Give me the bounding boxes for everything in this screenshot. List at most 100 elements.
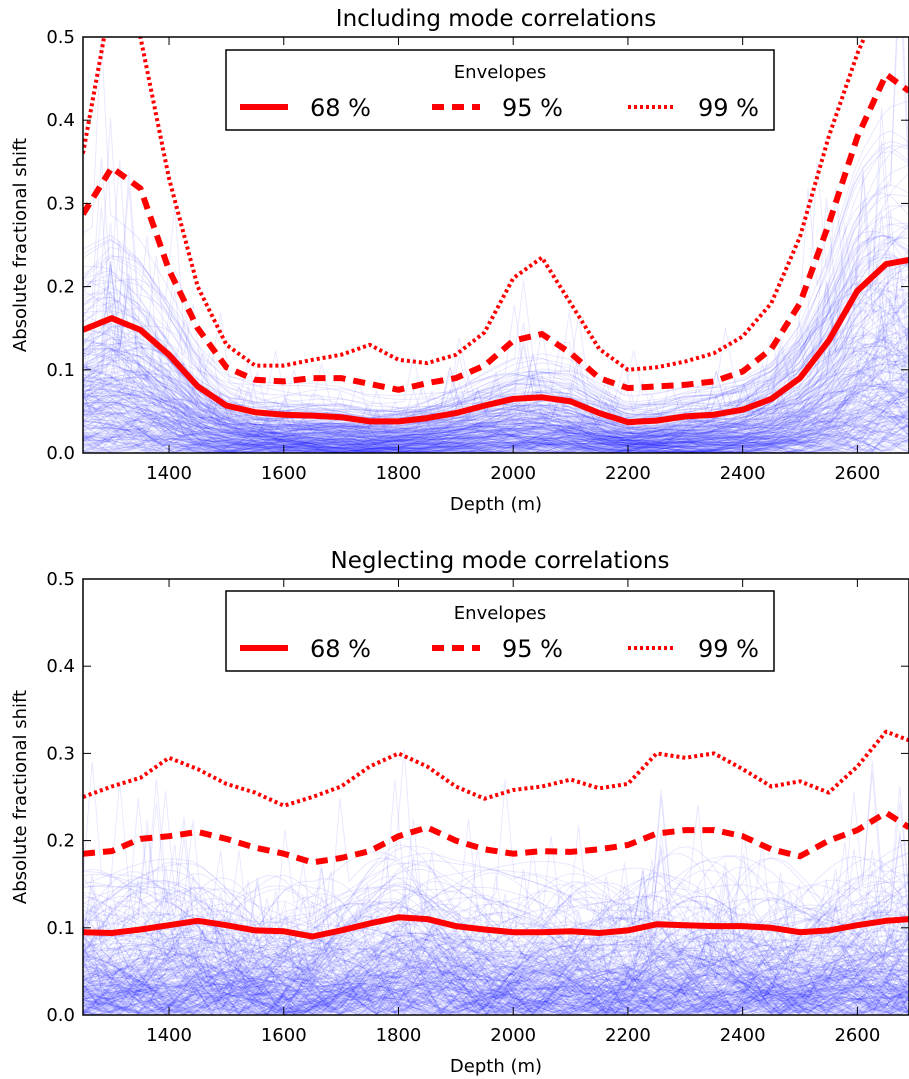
background-curve [83,223,909,453]
chart-panel-including: Including mode correlations 1400 1600 1800… [10,6,909,515]
background-curve [83,412,909,453]
background-curve [83,907,909,1015]
background-curve [83,915,909,1015]
background-curve [83,917,909,1015]
y-tick-label: 0.1 [46,918,75,939]
background-curve [83,957,909,1015]
background-curve [83,323,909,443]
background-curve [83,952,909,1015]
background-curve [83,988,909,1015]
background-curve [83,394,909,453]
x-axis-label: Depth (m) [450,494,542,515]
background-curve [83,277,909,453]
background-curve [83,878,909,1015]
background-curve [83,341,909,422]
background-curve [83,989,909,1015]
background-curve [83,350,909,453]
background-curve [83,933,909,1015]
background-curve [83,912,909,1015]
background-curve [83,415,909,453]
background-curve [83,303,909,438]
background-curve [83,233,909,453]
background-curve [83,411,909,453]
background-curve [83,399,909,453]
background-curve [83,307,909,453]
background-curve [83,896,909,1015]
background-curve [83,969,909,1015]
background-curve [83,820,909,1014]
background-curve [83,950,909,1015]
background-curve [83,314,909,453]
background-curve [83,271,909,453]
background-curve [83,376,909,453]
x-tick-label: 1600 [261,463,307,484]
legend-label-95: 95 % [502,94,563,122]
background-curve [83,965,909,1015]
background-curve [83,334,909,452]
background-curve [83,314,909,453]
x-tick-label: 1800 [376,463,422,484]
background-curve [83,223,909,453]
background-curve [83,849,909,1015]
background-curve [83,931,909,1014]
background-curve [83,969,909,1015]
background-curve [83,976,909,1015]
background-curve [83,262,909,453]
background-curve [83,392,909,453]
background-curve [83,963,909,1015]
background-curve [83,382,909,452]
background-curve [83,415,909,453]
background-curve [83,37,909,453]
background-curve [83,986,909,1015]
background-curve [83,879,909,1015]
background-curve [83,216,909,453]
background-curve [83,351,909,453]
background-curve [83,319,909,437]
background-curve [83,903,909,1015]
x-tick-label: 1600 [261,1025,307,1046]
background-curve [83,324,909,453]
background-curve [83,411,909,453]
background-curve [83,949,909,1015]
background-curve [83,856,909,1015]
plot-frame [82,36,909,454]
background-curve [83,375,909,453]
background-curve [83,983,909,1015]
background-curve [83,935,909,1015]
background-curve [83,401,909,453]
background-curve [83,413,909,453]
background-curve [83,894,909,1015]
background-curve [83,950,909,1015]
background-curve [83,908,909,1015]
background-curve [83,873,909,1015]
background-curve [83,934,909,1015]
background-curve [83,879,909,1014]
background-curve [83,409,909,453]
background-curve [83,894,909,1015]
background-curve [83,922,909,1015]
background-curve [83,391,909,453]
background-curve [83,938,909,1015]
background-curve [83,371,909,453]
y-axis-label: Absolute fractional shift [10,138,31,352]
background-curve [83,885,909,1015]
background-curve [83,939,909,1015]
background-curve [83,900,909,1015]
background-curve [83,958,909,1015]
background-curve [83,825,909,1014]
background-curve [83,781,909,1013]
background-curve [83,921,909,1015]
background-curve [83,146,909,453]
background-curve [83,944,909,1015]
background-curve [83,356,909,453]
background-curve [83,210,909,453]
legend-label-99: 99 % [698,94,759,122]
background-curve [83,355,909,452]
background-curve [83,382,909,453]
background-curve [83,894,909,1015]
background-curve [83,389,909,453]
background-curve [83,879,909,1015]
background-curve [83,371,909,453]
background-curve [83,234,909,453]
background-curve [83,937,909,1015]
